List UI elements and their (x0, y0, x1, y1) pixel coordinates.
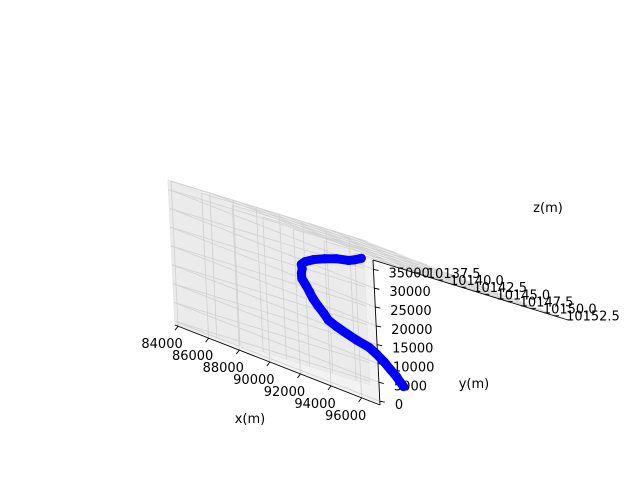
y-tick-label: 10000 (393, 361, 434, 376)
z-grid-line-left (209, 192, 218, 338)
x-tick (358, 397, 363, 403)
y-grid-line-floor (173, 302, 380, 383)
trajectory-point (364, 342, 374, 352)
y-tick-label: 30000 (389, 285, 430, 300)
z-grid-line-back (302, 221, 508, 302)
z-axis-label: z(m) (533, 201, 563, 216)
series-layer (296, 253, 409, 392)
tick-marks: 8400086000880009000092000940009600005000… (141, 266, 619, 423)
y-tick (375, 306, 381, 309)
x-tick (266, 361, 271, 367)
trajectory-point (379, 357, 390, 368)
y-tick-label: 0 (395, 398, 403, 413)
trajectory-point (308, 254, 319, 265)
z-tick-label: 10140.0 (450, 274, 504, 289)
trajectory-point (398, 381, 409, 392)
y-grid-line-left (170, 226, 366, 288)
x-tick (297, 373, 301, 379)
z-tick-label: 10137.5 (427, 267, 481, 282)
x-tick-label: 94000 (294, 397, 335, 412)
x-grid-line-floor (262, 216, 271, 363)
z-grid-line-left (279, 214, 287, 360)
trajectory-point (323, 315, 333, 325)
x-axis-line (174, 324, 381, 406)
y-grid-line-left (172, 283, 369, 344)
trajectory-point (304, 287, 315, 297)
y-tick (373, 268, 379, 271)
trajectory-point (308, 293, 318, 304)
y-tick-label: 25000 (390, 304, 431, 319)
y-grid-line-floor (174, 320, 380, 402)
y-grid-line-left (168, 189, 364, 250)
z-grid-line-left (232, 199, 241, 346)
z-grid-line-left (255, 207, 264, 353)
x-grid-line-floor (201, 193, 210, 339)
grid-lines (168, 180, 555, 402)
y-axis-line (372, 259, 381, 406)
trajectory-point (344, 255, 354, 266)
trajectory-point (352, 335, 362, 345)
y-tick (379, 400, 385, 403)
z-grid-line-back (325, 228, 532, 309)
x-tick-label: 84000 (141, 337, 182, 352)
z-tick-label: 10142.5 (473, 281, 527, 296)
x-grid-line-floor (293, 228, 301, 374)
z-tick-label: 10152.5 (566, 310, 620, 325)
y-grid-line-floor (170, 226, 376, 308)
z-grid-line-left (325, 228, 334, 374)
x-tick-label: 90000 (233, 373, 274, 388)
axis-lines (174, 259, 569, 406)
z-tick-label: 10147.5 (520, 295, 574, 310)
x-tick-label: 96000 (325, 409, 366, 424)
trajectory-point (372, 349, 382, 359)
y-tick-label: 15000 (392, 342, 433, 357)
x-tick-label: 86000 (172, 349, 213, 364)
trajectory-point (297, 273, 307, 284)
y-tick (376, 325, 382, 328)
x-tick-label: 92000 (264, 385, 305, 400)
y-grid-line-left (171, 264, 368, 326)
x-tick (174, 325, 179, 331)
y-tick-label: 20000 (391, 323, 432, 338)
z-grid-line-back (232, 199, 439, 281)
z-tick-label: 10150.0 (543, 303, 597, 318)
z-tick-label: 10145.0 (496, 288, 550, 303)
y-grid-line-floor (171, 245, 377, 327)
trajectory-point (313, 301, 323, 311)
y-axis-label: y(m) (459, 377, 490, 392)
trajectory-point (342, 329, 352, 339)
z-grid-line-back (348, 235, 555, 317)
y-tick (374, 287, 380, 290)
trajectory-point (319, 308, 329, 319)
trajectory-point (331, 321, 342, 332)
x-tick (235, 349, 240, 355)
y-grid-line-floor (169, 207, 375, 289)
trajectory-point (320, 254, 330, 264)
trajectory-point (385, 365, 396, 375)
y-tick-label: 35000 (388, 266, 429, 281)
trajectory-point (331, 254, 341, 264)
y-tick (377, 344, 383, 347)
z-grid-line-back (209, 192, 415, 274)
z-grid-line-back (256, 206, 462, 288)
x-tick (205, 337, 210, 343)
y-grid-line-left (173, 302, 370, 363)
x-tick (327, 385, 332, 391)
labels-layer: x(m) y(m) z(m) (235, 201, 563, 427)
z-axis-line (372, 259, 569, 321)
y-grid-line-floor (172, 283, 379, 364)
x-grid-line-floor (231, 205, 240, 351)
y-grid-line-left (171, 245, 367, 307)
y-tick (378, 381, 384, 384)
y-grid-line-left (174, 320, 370, 382)
x-grid-line-floor (354, 252, 363, 398)
x-grid-line-floor (170, 181, 179, 327)
x-axis-label: x(m) (235, 412, 266, 427)
x-tick-label: 88000 (203, 361, 244, 376)
z-grid-line-back (279, 213, 485, 295)
